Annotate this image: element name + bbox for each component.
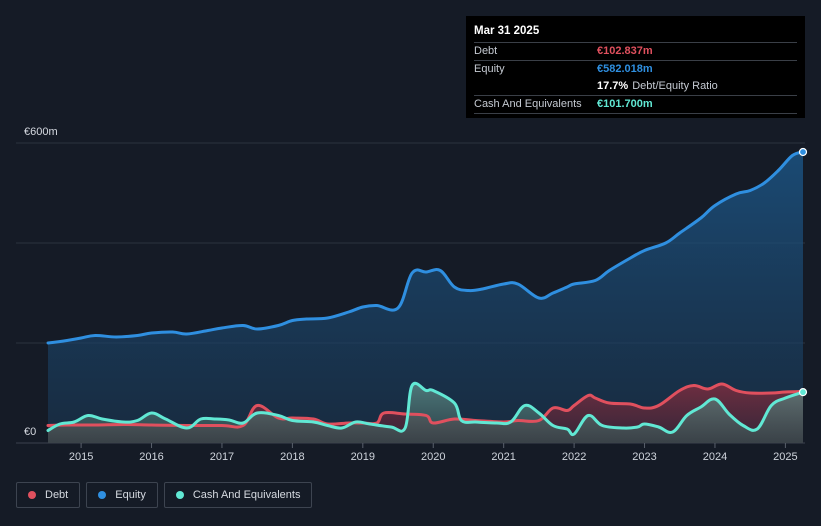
x-tick-label-2022: 2022 [562, 451, 586, 463]
legend-label-debt: Debt [45, 489, 69, 501]
legend-dot-debt [28, 491, 36, 499]
tooltip-equity-value: €582.018m [597, 63, 653, 75]
y-axis-top-label: €600m [24, 126, 58, 138]
x-tick-label-2019: 2019 [351, 451, 375, 463]
tooltip-equity-label: Equity [474, 63, 505, 75]
x-tick-label-2023: 2023 [632, 451, 656, 463]
tooltip-cash-label: Cash And Equivalents [474, 98, 582, 110]
x-tick-label-2024: 2024 [703, 451, 727, 463]
legend-dot-equity [98, 491, 107, 499]
endpoint-cash-and-equivalents [798, 388, 808, 397]
tooltip-ratio-value: 17.7% [597, 80, 629, 92]
x-tick-label-2021: 2021 [491, 451, 515, 463]
tooltip: Mar 31 2025 Debt €102.837m Equity €582.0… [466, 16, 805, 118]
legend: Debt Equity Cash And Equivalents [16, 482, 313, 508]
series-areas [48, 152, 803, 443]
tooltip-row-debt: Debt €102.837m [474, 42, 797, 60]
endpoint-equity [798, 147, 808, 157]
tooltip-row-ratio: 17.7% Debt/Equity Ratio [474, 78, 797, 95]
line-equity [46, 150, 805, 345]
legend-item-cash[interactable]: Cash And Equivalents [163, 482, 313, 508]
tooltip-row-cash: Cash And Equivalents €101.700m [474, 95, 797, 113]
line-cash-and-equivalents [46, 381, 805, 437]
x-tick-label-2020: 2020 [421, 451, 445, 463]
x-axis: 2015 2016 2017 2018 2019 2020 2021 2022 2023 2024… [69, 443, 798, 463]
legend-item-debt[interactable]: Debt [16, 482, 81, 508]
tooltip-row-equity: Equity €582.018m [474, 60, 797, 78]
legend-item-equity[interactable]: Equity [86, 482, 158, 508]
legend-dot-cash [175, 491, 184, 499]
tooltip-date: Mar 31 2025 [474, 25, 540, 37]
tooltip-debt-label: Debt [474, 45, 498, 57]
x-tick-label-2017: 2017 [210, 451, 234, 463]
tooltip-cash-value: €101.700m [597, 98, 653, 110]
x-tick-label-2016: 2016 [139, 451, 163, 463]
y-axis-bottom-label: €0 [24, 426, 36, 438]
x-tick-label-2018: 2018 [280, 451, 304, 463]
x-tick-label-2025: 2025 [773, 451, 797, 463]
legend-label-equity: Equity [115, 489, 146, 501]
area-equity [48, 152, 803, 443]
tooltip-ratio-label: Debt/Equity Ratio [632, 80, 718, 92]
x-tick-label-2015: 2015 [69, 451, 93, 463]
series-lines [46, 147, 808, 437]
tooltip-debt-value: €102.837m [597, 45, 653, 57]
legend-label-cash: Cash And Equivalents [192, 489, 301, 501]
